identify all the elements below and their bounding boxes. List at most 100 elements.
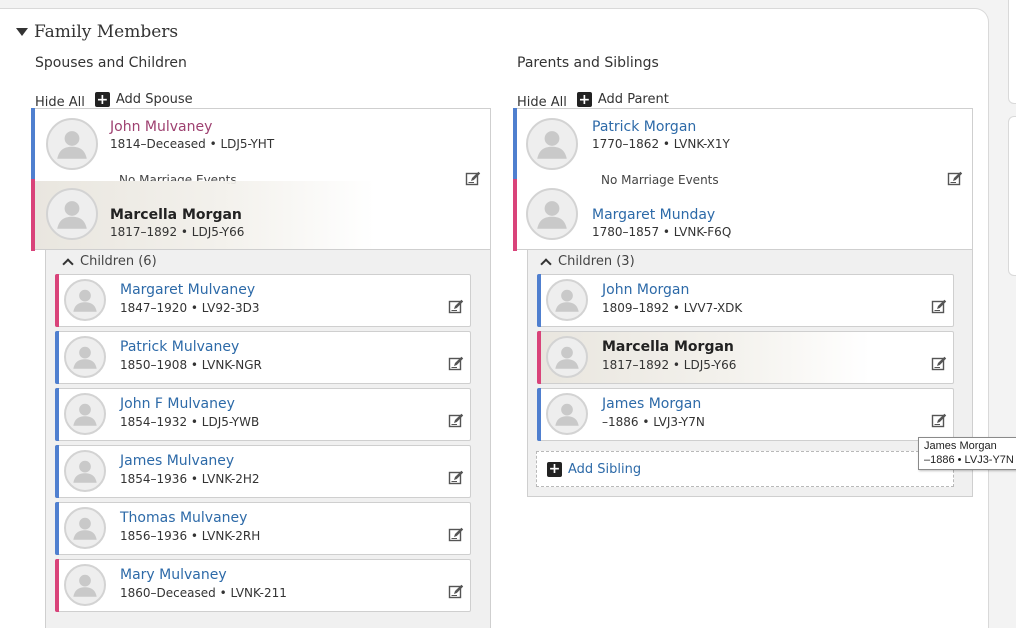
parents-actions: Hide All + Add Parent: [517, 89, 669, 110]
add-sibling-label: Add Sibling: [568, 461, 642, 477]
husband-name-link[interactable]: John Mulvaney: [110, 119, 213, 135]
wife-name-link[interactable]: Marcella Morgan: [110, 207, 242, 223]
add-spouse-button[interactable]: + Add Spouse: [94, 91, 193, 108]
edit-pencil-icon[interactable]: [465, 171, 481, 187]
edit-pencil-icon[interactable]: [448, 299, 464, 315]
person-silhouette-icon: [546, 279, 588, 321]
mother-meta: 1780–1857 • LVNK-F6Q: [592, 225, 732, 239]
side-panel-top: [1008, 0, 1016, 104]
child-name-link[interactable]: John Morgan: [602, 282, 690, 298]
child-meta: 1809–1892 • LVV7-XDK: [602, 301, 743, 315]
child-card[interactable]: John F Mulvaney 1854–1932 • LDJ5-YWB: [55, 388, 471, 441]
person-silhouette-icon: [546, 336, 588, 378]
plus-square-icon: +: [547, 461, 562, 477]
child-card[interactable]: Margaret Mulvaney 1847–1920 • LV92-3D3: [55, 274, 471, 327]
child-meta: 1854–1936 • LVNK-2H2: [120, 472, 260, 486]
person-silhouette-icon: [64, 279, 106, 321]
child-name-link[interactable]: Marcella Morgan: [602, 339, 734, 355]
child-meta: 1817–1892 • LDJ5-Y66: [602, 358, 737, 372]
edit-pencil-icon[interactable]: [947, 171, 963, 187]
child-card[interactable]: Mary Mulvaney 1860–Deceased • LVNK-211: [55, 559, 471, 612]
male-gender-bar: [537, 388, 541, 441]
add-spouse-label: Add Spouse: [115, 92, 193, 107]
collapse-caret-icon[interactable]: [16, 28, 28, 36]
spouse-children-panel: Children (6) Margaret Mulvaney 1847–1920 …: [45, 250, 491, 628]
child-name-link[interactable]: Margaret Mulvaney: [120, 282, 256, 298]
female-gender-bar: [55, 274, 59, 327]
mother-name-link[interactable]: Margaret Munday: [592, 207, 716, 223]
marriage-events-text: No Marriage Events: [601, 173, 719, 187]
child-card[interactable]: Patrick Mulvaney 1850–1908 • LVNK-NGR: [55, 331, 471, 384]
male-gender-bar: [31, 108, 35, 179]
person-tooltip: James Morgan –1886 • LVJ3-Y7N: [918, 437, 1016, 470]
edit-pencil-icon[interactable]: [448, 470, 464, 486]
spouse-couple-card: John Mulvaney 1814–Deceased • LDJ5-YHT N…: [31, 108, 491, 251]
children-toggle[interactable]: Children (3): [540, 254, 635, 270]
person-silhouette-icon: [64, 564, 106, 606]
children-count-label: Children (6): [80, 254, 157, 269]
edit-pencil-icon[interactable]: [448, 413, 464, 429]
child-name-link[interactable]: John F Mulvaney: [120, 396, 235, 412]
add-parent-button[interactable]: + Add Parent: [576, 91, 669, 108]
child-name-link[interactable]: James Morgan: [602, 396, 702, 412]
person-silhouette-icon: [64, 450, 106, 492]
parents-siblings-title: Parents and Siblings: [517, 55, 659, 71]
edit-pencil-icon[interactable]: [448, 527, 464, 543]
male-gender-bar: [537, 274, 541, 327]
edit-pencil-icon[interactable]: [448, 356, 464, 372]
child-card[interactable]: Marcella Morgan 1817–1892 • LDJ5-Y66: [537, 331, 954, 384]
person-silhouette-icon: [46, 188, 98, 240]
caret-up-icon: [540, 257, 552, 270]
child-meta: 1850–1908 • LVNK-NGR: [120, 358, 262, 372]
child-card[interactable]: Thomas Mulvaney 1856–1936 • LVNK-2RH: [55, 502, 471, 555]
wife-meta: 1817–1892 • LDJ5-Y66: [110, 225, 245, 239]
child-name-link[interactable]: Mary Mulvaney: [120, 567, 227, 583]
female-gender-bar: [55, 559, 59, 612]
hide-all-parents-link[interactable]: Hide All: [517, 95, 567, 110]
tooltip-name: James Morgan: [924, 440, 997, 452]
father-meta: 1770–1862 • LVNK-X1Y: [592, 137, 730, 151]
edit-pencil-icon[interactable]: [931, 356, 947, 372]
child-card[interactable]: John Morgan 1809–1892 • LVV7-XDK: [537, 274, 954, 327]
hide-all-spouses-link[interactable]: Hide All: [35, 95, 85, 110]
tooltip-meta: –1886 • LVJ3-Y7N: [924, 454, 1014, 466]
person-silhouette-icon: [64, 336, 106, 378]
right-gutter: [989, 0, 1016, 628]
side-panel-middle: [1008, 116, 1016, 276]
person-silhouette-icon: [526, 118, 578, 170]
person-silhouette-icon: [46, 118, 98, 170]
female-gender-bar: [537, 331, 541, 384]
male-gender-bar: [513, 108, 517, 179]
child-name-link[interactable]: Patrick Mulvaney: [120, 339, 240, 355]
male-gender-bar: [55, 331, 59, 384]
spouses-actions: Hide All + Add Spouse: [35, 89, 193, 110]
person-silhouette-icon: [64, 393, 106, 435]
person-silhouette-icon: [526, 188, 578, 240]
male-gender-bar: [55, 445, 59, 498]
section-header[interactable]: Family Members: [16, 22, 178, 42]
female-gender-bar: [31, 179, 35, 251]
child-meta: –1886 • LVJ3-Y7N: [602, 415, 705, 429]
husband-meta: 1814–Deceased • LDJ5-YHT: [110, 137, 275, 151]
child-name-link[interactable]: James Mulvaney: [120, 453, 235, 469]
edit-pencil-icon[interactable]: [448, 584, 464, 600]
child-meta: 1856–1936 • LVNK-2RH: [120, 529, 261, 543]
child-meta: 1860–Deceased • LVNK-211: [120, 586, 287, 600]
edit-pencil-icon[interactable]: [931, 299, 947, 315]
children-toggle[interactable]: Children (6): [62, 254, 157, 270]
parents-couple-card: Patrick Morgan 1770–1862 • LVNK-X1Y No M…: [513, 108, 973, 251]
plus-square-icon: +: [576, 91, 592, 108]
child-card[interactable]: James Morgan –1886 • LVJ3-Y7N: [537, 388, 954, 441]
male-gender-bar: [55, 502, 59, 555]
plus-square-icon: +: [94, 91, 110, 108]
section-title: Family Members: [34, 22, 179, 42]
father-name-link[interactable]: Patrick Morgan: [592, 119, 697, 135]
person-silhouette-icon: [546, 393, 588, 435]
child-meta: 1854–1932 • LDJ5-YWB: [120, 415, 260, 429]
child-meta: 1847–1920 • LV92-3D3: [120, 301, 260, 315]
sibling-children-panel: Children (3) John Morgan 1809–1892 • LVV7…: [527, 250, 973, 497]
child-name-link[interactable]: Thomas Mulvaney: [120, 510, 248, 526]
add-sibling-button[interactable]: + Add Sibling: [536, 451, 954, 487]
child-card[interactable]: James Mulvaney 1854–1936 • LVNK-2H2: [55, 445, 471, 498]
edit-pencil-icon[interactable]: [931, 413, 947, 429]
